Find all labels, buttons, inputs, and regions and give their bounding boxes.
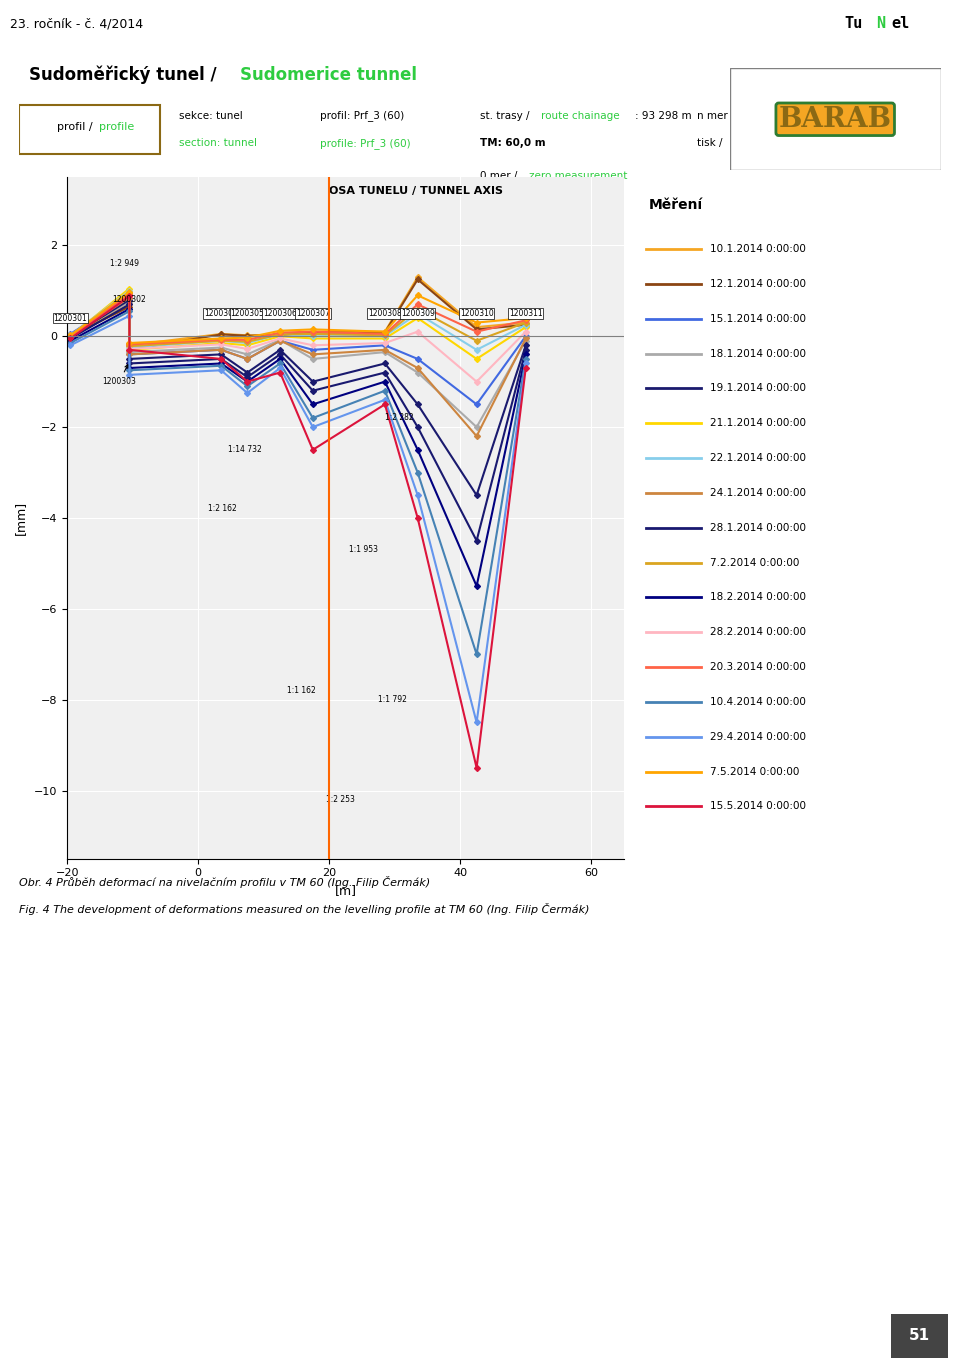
Text: 10.1.2014 0:00:00: 10.1.2014 0:00:00: [710, 244, 806, 254]
Text: 24.1.2014 0:00:00: 24.1.2014 0:00:00: [710, 488, 806, 497]
X-axis label: [m]: [m]: [335, 885, 356, 897]
Text: 1200304: 1200304: [204, 309, 238, 318]
Text: Fig. 4 The development of deformations measured on the levelling profile at TM 6: Fig. 4 The development of deformations m…: [19, 904, 589, 915]
Text: Tu: Tu: [845, 16, 863, 31]
Text: Sudomerice tunnel: Sudomerice tunnel: [240, 65, 418, 85]
Text: profil /: profil /: [57, 121, 96, 132]
Text: 1:2 162: 1:2 162: [208, 504, 237, 514]
Text: 28.1.2014 0:00:00: 28.1.2014 0:00:00: [710, 523, 806, 533]
Text: 1:1 162: 1:1 162: [287, 686, 316, 695]
Bar: [19, 105, 160, 154]
Text: 1:1 792: 1:1 792: [378, 695, 407, 705]
Text: 51: 51: [909, 1328, 930, 1344]
Text: th: th: [746, 106, 754, 114]
Text: 1200308: 1200308: [368, 309, 402, 318]
Text: 1:1 953: 1:1 953: [348, 545, 378, 555]
Text: 15.5.2014 0:00:00: 15.5.2014 0:00:00: [710, 801, 806, 811]
Text: 21.1.2014 0:00:00: 21.1.2014 0:00:00: [710, 418, 806, 428]
Text: 18.2.2014 0:00:00: 18.2.2014 0:00:00: [710, 593, 806, 602]
Text: 19.1.2014 0:00:00: 19.1.2014 0:00:00: [710, 383, 806, 394]
Text: n mer /: n mer /: [697, 110, 737, 121]
Text: 10.4.2014 0:00:00: 10.4.2014 0:00:00: [710, 696, 806, 707]
Text: n: n: [736, 110, 743, 121]
Text: tisk /: tisk /: [697, 138, 726, 149]
Text: 1200307: 1200307: [296, 309, 330, 318]
Text: el: el: [891, 16, 909, 31]
Text: 1:2 253: 1:2 253: [326, 795, 355, 804]
Text: zero measurement: zero measurement: [529, 170, 628, 181]
Text: profil: Prf_3 (60): profil: Prf_3 (60): [321, 110, 404, 121]
Text: 22.1.2014 0:00:00: 22.1.2014 0:00:00: [710, 453, 806, 463]
Text: st. trasy /: st. trasy /: [480, 110, 533, 121]
Text: 1:2 282: 1:2 282: [385, 413, 414, 423]
Text: measurement: measurement: [758, 110, 834, 121]
Text: 1200305: 1200305: [230, 309, 264, 318]
Text: profile: Prf_3 (60): profile: Prf_3 (60): [321, 138, 411, 149]
Text: 20.3.2014 0:00:00: 20.3.2014 0:00:00: [710, 662, 806, 672]
Text: Sudoměřický tunel /: Sudoměřický tunel /: [29, 65, 222, 85]
Text: Obr. 4 Průběh deformací na nivelačním profilu v TM 60 (Ing. Filip Čermák): Obr. 4 Průběh deformací na nivelačním pr…: [19, 876, 430, 887]
Text: 1200301: 1200301: [54, 313, 87, 323]
Text: OSA TUNELU / TUNNEL AXIS: OSA TUNELU / TUNNEL AXIS: [329, 187, 503, 196]
Text: 0 mer /: 0 mer /: [480, 170, 521, 181]
Text: 1:2 949: 1:2 949: [109, 259, 139, 269]
Text: Měření: Měření: [649, 198, 703, 211]
Text: route chainage: route chainage: [541, 110, 620, 121]
Bar: [891, 1314, 948, 1358]
Text: 18.1.2014 0:00:00: 18.1.2014 0:00:00: [710, 349, 806, 358]
Text: 1200306: 1200306: [263, 309, 297, 318]
Text: section: tunnel: section: tunnel: [180, 138, 257, 149]
Text: 29.4.2014 0:00:00: 29.4.2014 0:00:00: [710, 732, 806, 741]
Text: 7.2.2014 0:00:00: 7.2.2014 0:00:00: [710, 557, 800, 567]
Text: print: print: [731, 138, 756, 149]
Text: sekce: tunel: sekce: tunel: [180, 110, 243, 121]
Text: 1200311: 1200311: [509, 309, 542, 318]
Text: N: N: [876, 16, 886, 31]
Text: TM: 60,0 m: TM: 60,0 m: [480, 138, 546, 149]
Text: 23. ročník - č. 4/2014: 23. ročník - č. 4/2014: [10, 18, 143, 30]
Text: BARAB: BARAB: [779, 106, 892, 132]
Y-axis label: [mm]: [mm]: [14, 500, 27, 536]
Text: 1200310: 1200310: [460, 309, 493, 318]
Text: 7.5.2014 0:00:00: 7.5.2014 0:00:00: [710, 766, 800, 777]
Text: 1200301: 1200301: [54, 313, 87, 323]
Text: 15.1.2014 0:00:00: 15.1.2014 0:00:00: [710, 313, 806, 324]
Text: 1200302: 1200302: [112, 296, 146, 304]
Text: 28.2.2014 0:00:00: 28.2.2014 0:00:00: [710, 627, 806, 638]
Text: 1:14 732: 1:14 732: [228, 446, 261, 454]
Text: 1200303: 1200303: [103, 365, 136, 386]
Text: : 93 298 m: : 93 298 m: [636, 110, 692, 121]
Text: 12.1.2014 0:00:00: 12.1.2014 0:00:00: [710, 279, 806, 289]
Text: 1200309: 1200309: [400, 309, 435, 318]
Text: profile: profile: [99, 121, 134, 132]
